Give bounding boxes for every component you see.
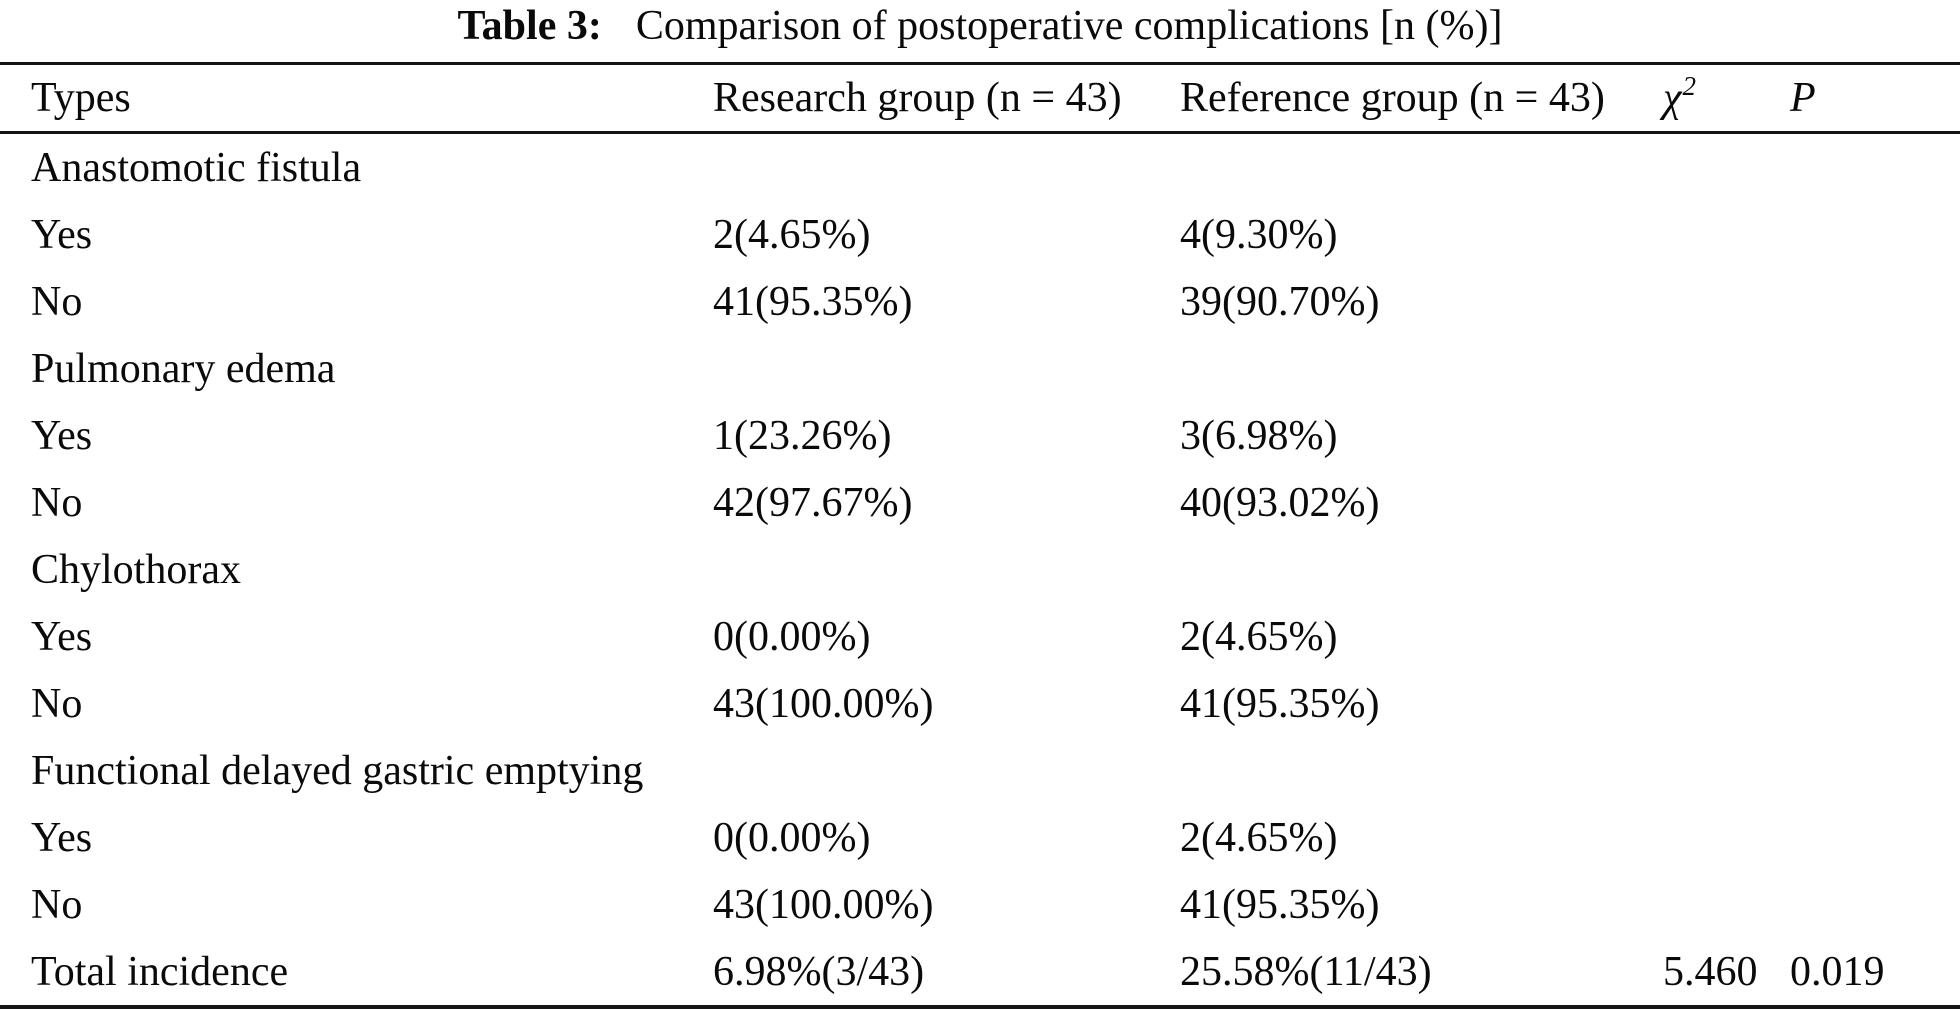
- cell-reference: 3(6.98%): [1180, 412, 1338, 459]
- cell-type-label: Yes: [31, 814, 93, 861]
- cell-reference: [1180, 737, 1663, 804]
- cell-chi-squared: [1663, 268, 1790, 335]
- cell-p-value: [1790, 804, 1960, 871]
- row-total-incidence: Total incidence 6.98%(3/43) 25.58%(11/43…: [0, 938, 1960, 1007]
- row-section-functional-delayed-gastric-emptying: Functional delayed gastric emptying: [0, 737, 1960, 804]
- cell-type-label: Functional delayed gastric emptying: [31, 747, 644, 794]
- cell-type-label: Yes: [31, 412, 93, 459]
- cell-research: 41(95.35%): [713, 278, 913, 325]
- cell-p-value: [1790, 469, 1960, 536]
- cell-p-value: [1790, 402, 1960, 469]
- cell-chi-squared: [1663, 670, 1790, 737]
- cell-chi-squared: [1663, 737, 1790, 804]
- row-section-pulmonary-edema: Pulmonary edema: [0, 335, 1960, 402]
- cell-p-value: [1790, 335, 1960, 402]
- row-pulmonary-edema-yes: Yes 1(23.26%) 3(6.98%): [0, 402, 1960, 469]
- cell-research: 0(0.00%): [713, 613, 871, 660]
- cell-p-value: [1790, 871, 1960, 938]
- cell-type-label: No: [31, 881, 83, 928]
- cell-chi-squared: [1663, 871, 1790, 938]
- cell-research: 2(4.65%): [713, 211, 871, 258]
- cell-research: [713, 133, 1180, 202]
- cell-chi-squared: [1663, 201, 1790, 268]
- col-header-chi-squared: χ2: [1663, 64, 1790, 133]
- cell-research: [713, 737, 1180, 804]
- col-header-p-value: P: [1790, 75, 1816, 121]
- table-body: Anastomotic fistula Yes 2(4.65%) 4(9.30%…: [0, 133, 1960, 1008]
- cell-research: [713, 536, 1180, 603]
- cell-reference: 4(9.30%): [1180, 211, 1338, 258]
- cell-p-value: [1790, 133, 1960, 202]
- cell-chi-squared: [1663, 603, 1790, 670]
- cell-type-label: Anastomotic fistula: [31, 144, 362, 191]
- cell-reference: 41(95.35%): [1180, 881, 1380, 928]
- cell-reference: [1180, 536, 1663, 603]
- cell-reference: [1180, 335, 1663, 402]
- cell-chi-squared: [1663, 536, 1790, 603]
- row-chylothorax-no: No 43(100.00%) 41(95.35%): [0, 670, 1960, 737]
- cell-type-label: Pulmonary edema: [31, 345, 336, 392]
- row-section-anastomotic-fistula: Anastomotic fistula: [0, 133, 1960, 202]
- cell-chi-squared: [1663, 804, 1790, 871]
- row-section-chylothorax: Chylothorax: [0, 536, 1960, 603]
- cell-p-value: 0.019: [1790, 948, 1885, 995]
- row-pulmonary-edema-no: No 42(97.67%) 40(93.02%): [0, 469, 1960, 536]
- header-row: Types Research group (n = 43) Reference …: [0, 64, 1960, 133]
- cell-research: 43(100.00%): [713, 881, 934, 928]
- cell-type-label: Yes: [31, 211, 93, 258]
- cell-chi-squared: 5.460: [1663, 948, 1758, 995]
- cell-type-label: Total incidence: [31, 948, 289, 995]
- col-header-reference-group: Reference group (n = 43): [1180, 75, 1605, 121]
- cell-research: 42(97.67%): [713, 479, 913, 526]
- row-chylothorax-yes: Yes 0(0.00%) 2(4.65%): [0, 603, 1960, 670]
- row-functional-delayed-gastric-emptying-no: No 43(100.00%) 41(95.35%): [0, 871, 1960, 938]
- chi-exponent: 2: [1682, 71, 1696, 101]
- cell-reference: 40(93.02%): [1180, 479, 1380, 526]
- cell-reference: 25.58%(11/43): [1180, 948, 1432, 995]
- row-anastomotic-fistula-no: No 41(95.35%) 39(90.70%): [0, 268, 1960, 335]
- cell-chi-squared: [1663, 402, 1790, 469]
- cell-type-label: No: [31, 278, 83, 325]
- col-header-research-group: Research group (n = 43): [713, 75, 1122, 121]
- col-header-types: Types: [31, 75, 131, 121]
- cell-research: 1(23.26%): [713, 412, 892, 459]
- table-title-label: Table 3:: [457, 3, 602, 49]
- complications-table: Types Research group (n = 43) Reference …: [0, 62, 1960, 1009]
- cell-chi-squared: [1663, 133, 1790, 202]
- cell-reference: 39(90.70%): [1180, 278, 1380, 325]
- cell-research: 43(100.00%): [713, 680, 934, 727]
- row-anastomotic-fistula-yes: Yes 2(4.65%) 4(9.30%): [0, 201, 1960, 268]
- cell-p-value: [1790, 603, 1960, 670]
- row-functional-delayed-gastric-emptying-yes: Yes 0(0.00%) 2(4.65%): [0, 804, 1960, 871]
- chi-symbol: χ: [1663, 75, 1682, 121]
- cell-p-value: [1790, 536, 1960, 603]
- table-title-text: Comparison of postoperative complication…: [635, 3, 1503, 49]
- cell-type-label: Chylothorax: [31, 546, 241, 593]
- cell-research: [713, 335, 1180, 402]
- cell-reference: 2(4.65%): [1180, 613, 1338, 660]
- cell-reference: 2(4.65%): [1180, 814, 1338, 861]
- cell-p-value: [1790, 268, 1960, 335]
- cell-p-value: [1790, 737, 1960, 804]
- cell-type-label: No: [31, 680, 83, 727]
- cell-research: 0(0.00%): [713, 814, 871, 861]
- table-header: Types Research group (n = 43) Reference …: [0, 64, 1960, 133]
- cell-p-value: [1790, 670, 1960, 737]
- cell-reference: [1180, 133, 1663, 202]
- cell-type-label: No: [31, 479, 83, 526]
- cell-p-value: [1790, 201, 1960, 268]
- cell-chi-squared: [1663, 335, 1790, 402]
- cell-type-label: Yes: [31, 613, 93, 660]
- cell-chi-squared: [1663, 469, 1790, 536]
- table-title: Table 3: Comparison of postoperative comp…: [0, 0, 1960, 62]
- cell-research: 6.98%(3/43): [713, 948, 925, 995]
- cell-reference: 41(95.35%): [1180, 680, 1380, 727]
